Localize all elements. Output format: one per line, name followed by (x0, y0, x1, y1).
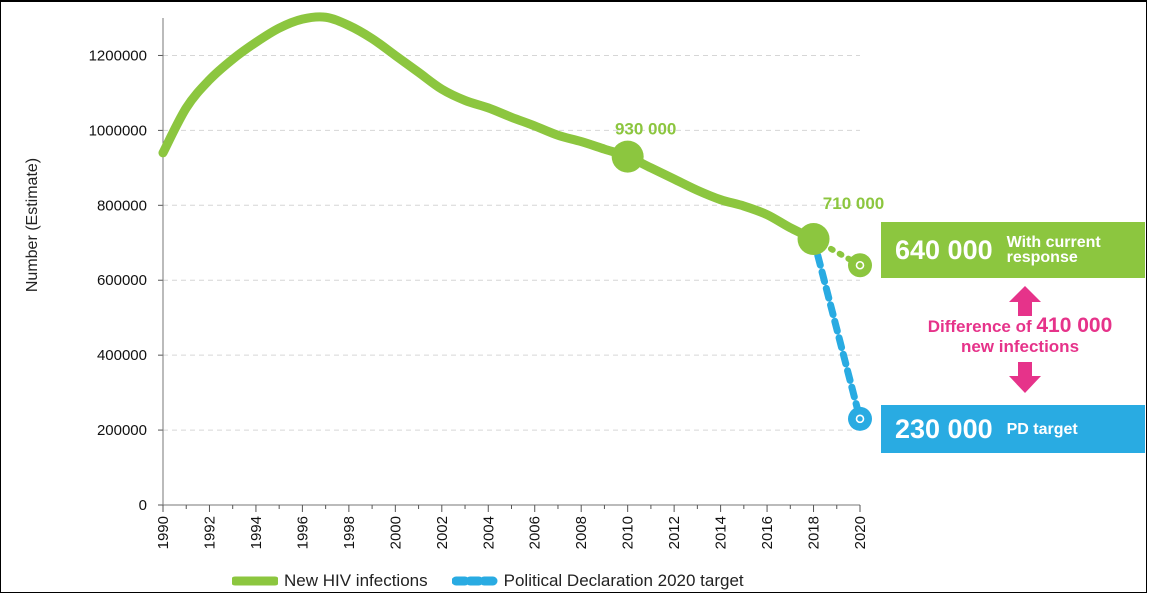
y-axis-label: Number (Estimate) (24, 158, 41, 292)
y-tick-label: 1000000 (89, 122, 147, 139)
x-tick-label: 2010 (620, 516, 637, 549)
difference-prefix: Difference of (928, 317, 1037, 336)
pd-target-label: PD target (1007, 422, 1078, 437)
x-tick-label: 2012 (666, 516, 683, 549)
x-tick-label: 2008 (573, 516, 590, 549)
x-tick-label: 2014 (713, 516, 730, 549)
y-tick-label: 800000 (97, 197, 147, 214)
callout-label: 930 000 (615, 120, 676, 139)
legend: New HIV infections Political Declaration… (232, 570, 768, 592)
series-end-marker (848, 407, 872, 431)
x-tick-label: 1996 (294, 516, 311, 549)
x-tick-label: 2016 (759, 516, 776, 549)
legend-swatch-blue (452, 575, 498, 587)
series (163, 17, 872, 431)
legend-label-pd-target: Political Declaration 2020 target (504, 571, 744, 591)
callouts: 930 000 710 000 (612, 120, 885, 255)
x-tick-label: 2000 (387, 516, 404, 549)
legend-item-new-infections: New HIV infections (232, 571, 428, 591)
current-response-box: 640 000 With current response (881, 222, 1145, 278)
y-tick-label: 200000 (97, 422, 147, 439)
arrow-down (1009, 362, 1041, 393)
x-tick-label: 1994 (248, 516, 265, 549)
y-tick-label: 1200000 (89, 47, 147, 64)
x-tick-label: 2002 (434, 516, 451, 549)
series-end-marker (848, 253, 872, 277)
legend-item-pd-target: Political Declaration 2020 target (452, 571, 744, 591)
arrow-up (1009, 286, 1041, 316)
legend-label-new-infections: New HIV infections (284, 571, 428, 591)
callout-marker (612, 141, 644, 173)
x-ticks: 1990 1992 1994 1996 1998 2000 2002 2004 2006 2008… (155, 516, 869, 549)
x-tick-label: 2018 (806, 516, 823, 549)
current-response-label: With current response (1007, 235, 1145, 265)
legend-swatch-green (232, 575, 278, 587)
x-tick-label: 2006 (527, 516, 544, 549)
grid (163, 55, 860, 430)
y-tick-label: 400000 (97, 347, 147, 364)
difference-suffix: new infections (961, 337, 1079, 356)
difference-value: 410 000 (1036, 314, 1112, 337)
pd-target-value: 230 000 (895, 414, 993, 445)
current-response-value: 640 000 (895, 235, 993, 266)
x-tick-label: 1992 (201, 516, 218, 549)
x-tick-label: 1990 (155, 516, 172, 549)
difference-text: Difference of 410 000 new infections (885, 316, 1149, 357)
x-tick-label: 2004 (480, 516, 497, 549)
y-ticks: 0 200000 400000 600000 800000 1000000 1200000 (89, 47, 147, 514)
x-tick-label: 1998 (341, 516, 358, 549)
callout-label: 710 000 (823, 194, 884, 213)
y-tick-label: 600000 (97, 272, 147, 289)
callout-marker (798, 223, 830, 255)
y-tick-label: 0 (139, 497, 147, 514)
x-tick-label: 2020 (852, 516, 869, 549)
pd-target-box: 230 000 PD target (881, 405, 1145, 453)
axes (158, 18, 860, 512)
